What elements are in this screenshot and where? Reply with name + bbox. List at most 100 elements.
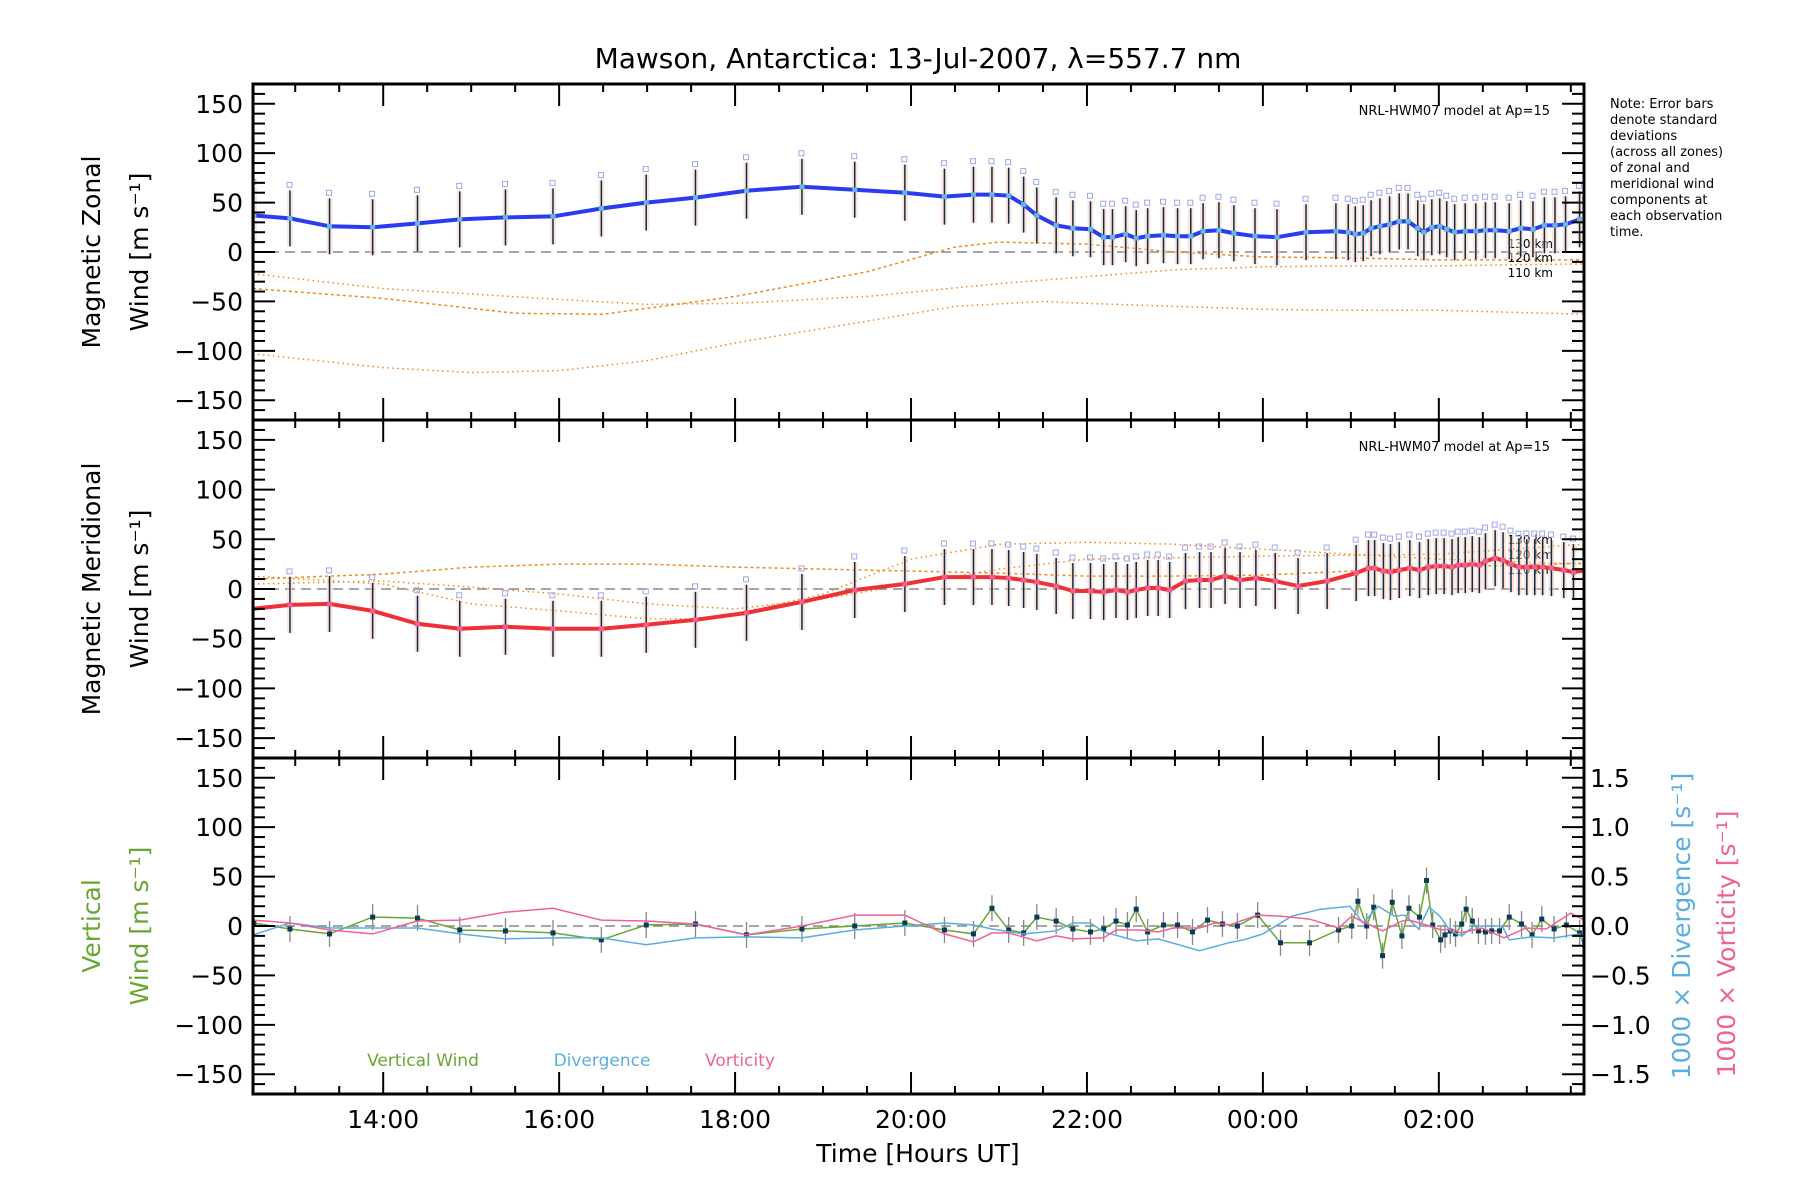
- zone-marker: [798, 150, 805, 157]
- zone-marker: [1454, 528, 1461, 535]
- series-line-vorticity: [253, 907, 1584, 943]
- zone-marker: [1424, 530, 1431, 537]
- y-tick-label: 50: [211, 189, 243, 218]
- data-point: [1530, 226, 1536, 232]
- zone-marker: [1448, 530, 1455, 537]
- data-point: [1070, 588, 1076, 594]
- x-tick-label: 18:00: [699, 1105, 771, 1134]
- y-axis-label: Magnetic Meridional: [77, 463, 106, 716]
- zone-marker: [1432, 529, 1439, 536]
- zone-marker: [1230, 196, 1237, 203]
- data-point: [1021, 577, 1027, 583]
- zone-marker: [1132, 553, 1139, 560]
- series-line-divergence: [253, 905, 1584, 952]
- data-point: [1034, 914, 1040, 920]
- zone-marker: [1052, 549, 1059, 556]
- data-point: [1101, 589, 1107, 595]
- data-point: [1469, 561, 1475, 567]
- data-point: [1380, 568, 1386, 574]
- series-line-magnetic-zonal-wind: [253, 184, 1581, 241]
- zone-marker: [691, 161, 698, 168]
- data-point: [1570, 569, 1576, 575]
- zone-marker: [988, 540, 995, 547]
- model-altitude-label: 110 km: [1508, 266, 1553, 280]
- data-point: [1425, 564, 1431, 570]
- zone-marker: [1199, 194, 1206, 201]
- zone-marker: [1352, 536, 1359, 543]
- data-point: [1252, 233, 1258, 239]
- y-tick-label: −150: [174, 1060, 243, 1089]
- data-point: [1295, 583, 1301, 589]
- zone-marker: [642, 166, 649, 173]
- data-point: [1516, 564, 1522, 570]
- data-point: [902, 190, 908, 196]
- zone-marker: [286, 181, 293, 188]
- data-point: [1561, 567, 1567, 573]
- data-point: [1034, 579, 1040, 585]
- data-point: [1190, 929, 1196, 935]
- data-point: [744, 188, 750, 194]
- data-point: [1353, 570, 1359, 576]
- zone-marker: [798, 565, 805, 572]
- zone-marker: [1086, 554, 1093, 561]
- zone-marker: [1379, 534, 1386, 541]
- zone-marker: [1166, 553, 1173, 560]
- zone-marker: [1420, 195, 1427, 202]
- data-point: [1053, 918, 1059, 924]
- data-point: [1577, 216, 1583, 222]
- data-point: [1006, 575, 1012, 581]
- zone-marker: [1531, 530, 1538, 537]
- zone-marker: [1406, 531, 1413, 538]
- zone-marker: [414, 587, 421, 594]
- y-axis-label-units: Wind [m s⁻¹]: [125, 173, 154, 332]
- zone-marker: [286, 568, 293, 575]
- data-point: [989, 574, 995, 580]
- data-point: [1469, 918, 1475, 924]
- data-point: [253, 212, 257, 218]
- model-altitude-label: 130 km: [1508, 533, 1553, 547]
- data-point: [1462, 228, 1468, 234]
- y2-tick-label: −1.0: [1590, 1011, 1651, 1040]
- data-point: [1455, 562, 1461, 568]
- y-tick-label: 0: [227, 912, 243, 941]
- data-point: [1006, 193, 1012, 199]
- data-point: [1497, 928, 1503, 934]
- data-point: [1365, 565, 1371, 571]
- zone-marker: [1100, 200, 1107, 207]
- zone-marker: [1302, 195, 1309, 202]
- data-point: [1441, 563, 1447, 569]
- data-point: [1234, 923, 1240, 929]
- zone-marker: [1440, 529, 1447, 536]
- zone-marker: [1461, 194, 1468, 201]
- data-point: [1529, 932, 1535, 938]
- zone-marker: [1252, 541, 1259, 548]
- data-point: [550, 213, 556, 219]
- zone-marker: [1005, 159, 1012, 166]
- data-point: [1416, 914, 1422, 920]
- model-curve: [253, 263, 1584, 306]
- y-tick-label: −50: [190, 625, 243, 654]
- x-tick-label: 16:00: [523, 1105, 595, 1134]
- data-point: [1476, 562, 1482, 568]
- zone-marker: [1386, 535, 1393, 542]
- data-point: [1188, 233, 1194, 239]
- data-point: [1371, 904, 1377, 910]
- zone-marker: [1395, 533, 1402, 540]
- data-point: [1204, 917, 1210, 923]
- data-point: [550, 930, 556, 936]
- zone-marker: [1395, 184, 1402, 191]
- data-point: [989, 905, 995, 911]
- data-point: [643, 922, 649, 928]
- zone-marker: [940, 540, 947, 547]
- data-point: [1424, 878, 1430, 884]
- data-point: [902, 581, 908, 587]
- model-curve: [253, 300, 1584, 374]
- zone-marker: [642, 588, 649, 595]
- data-point: [1113, 587, 1119, 593]
- data-point: [1167, 587, 1173, 593]
- data-point: [1518, 225, 1524, 231]
- zone-marker: [456, 592, 463, 599]
- data-point: [1459, 921, 1465, 927]
- data-point: [550, 626, 556, 632]
- data-point: [1377, 223, 1383, 229]
